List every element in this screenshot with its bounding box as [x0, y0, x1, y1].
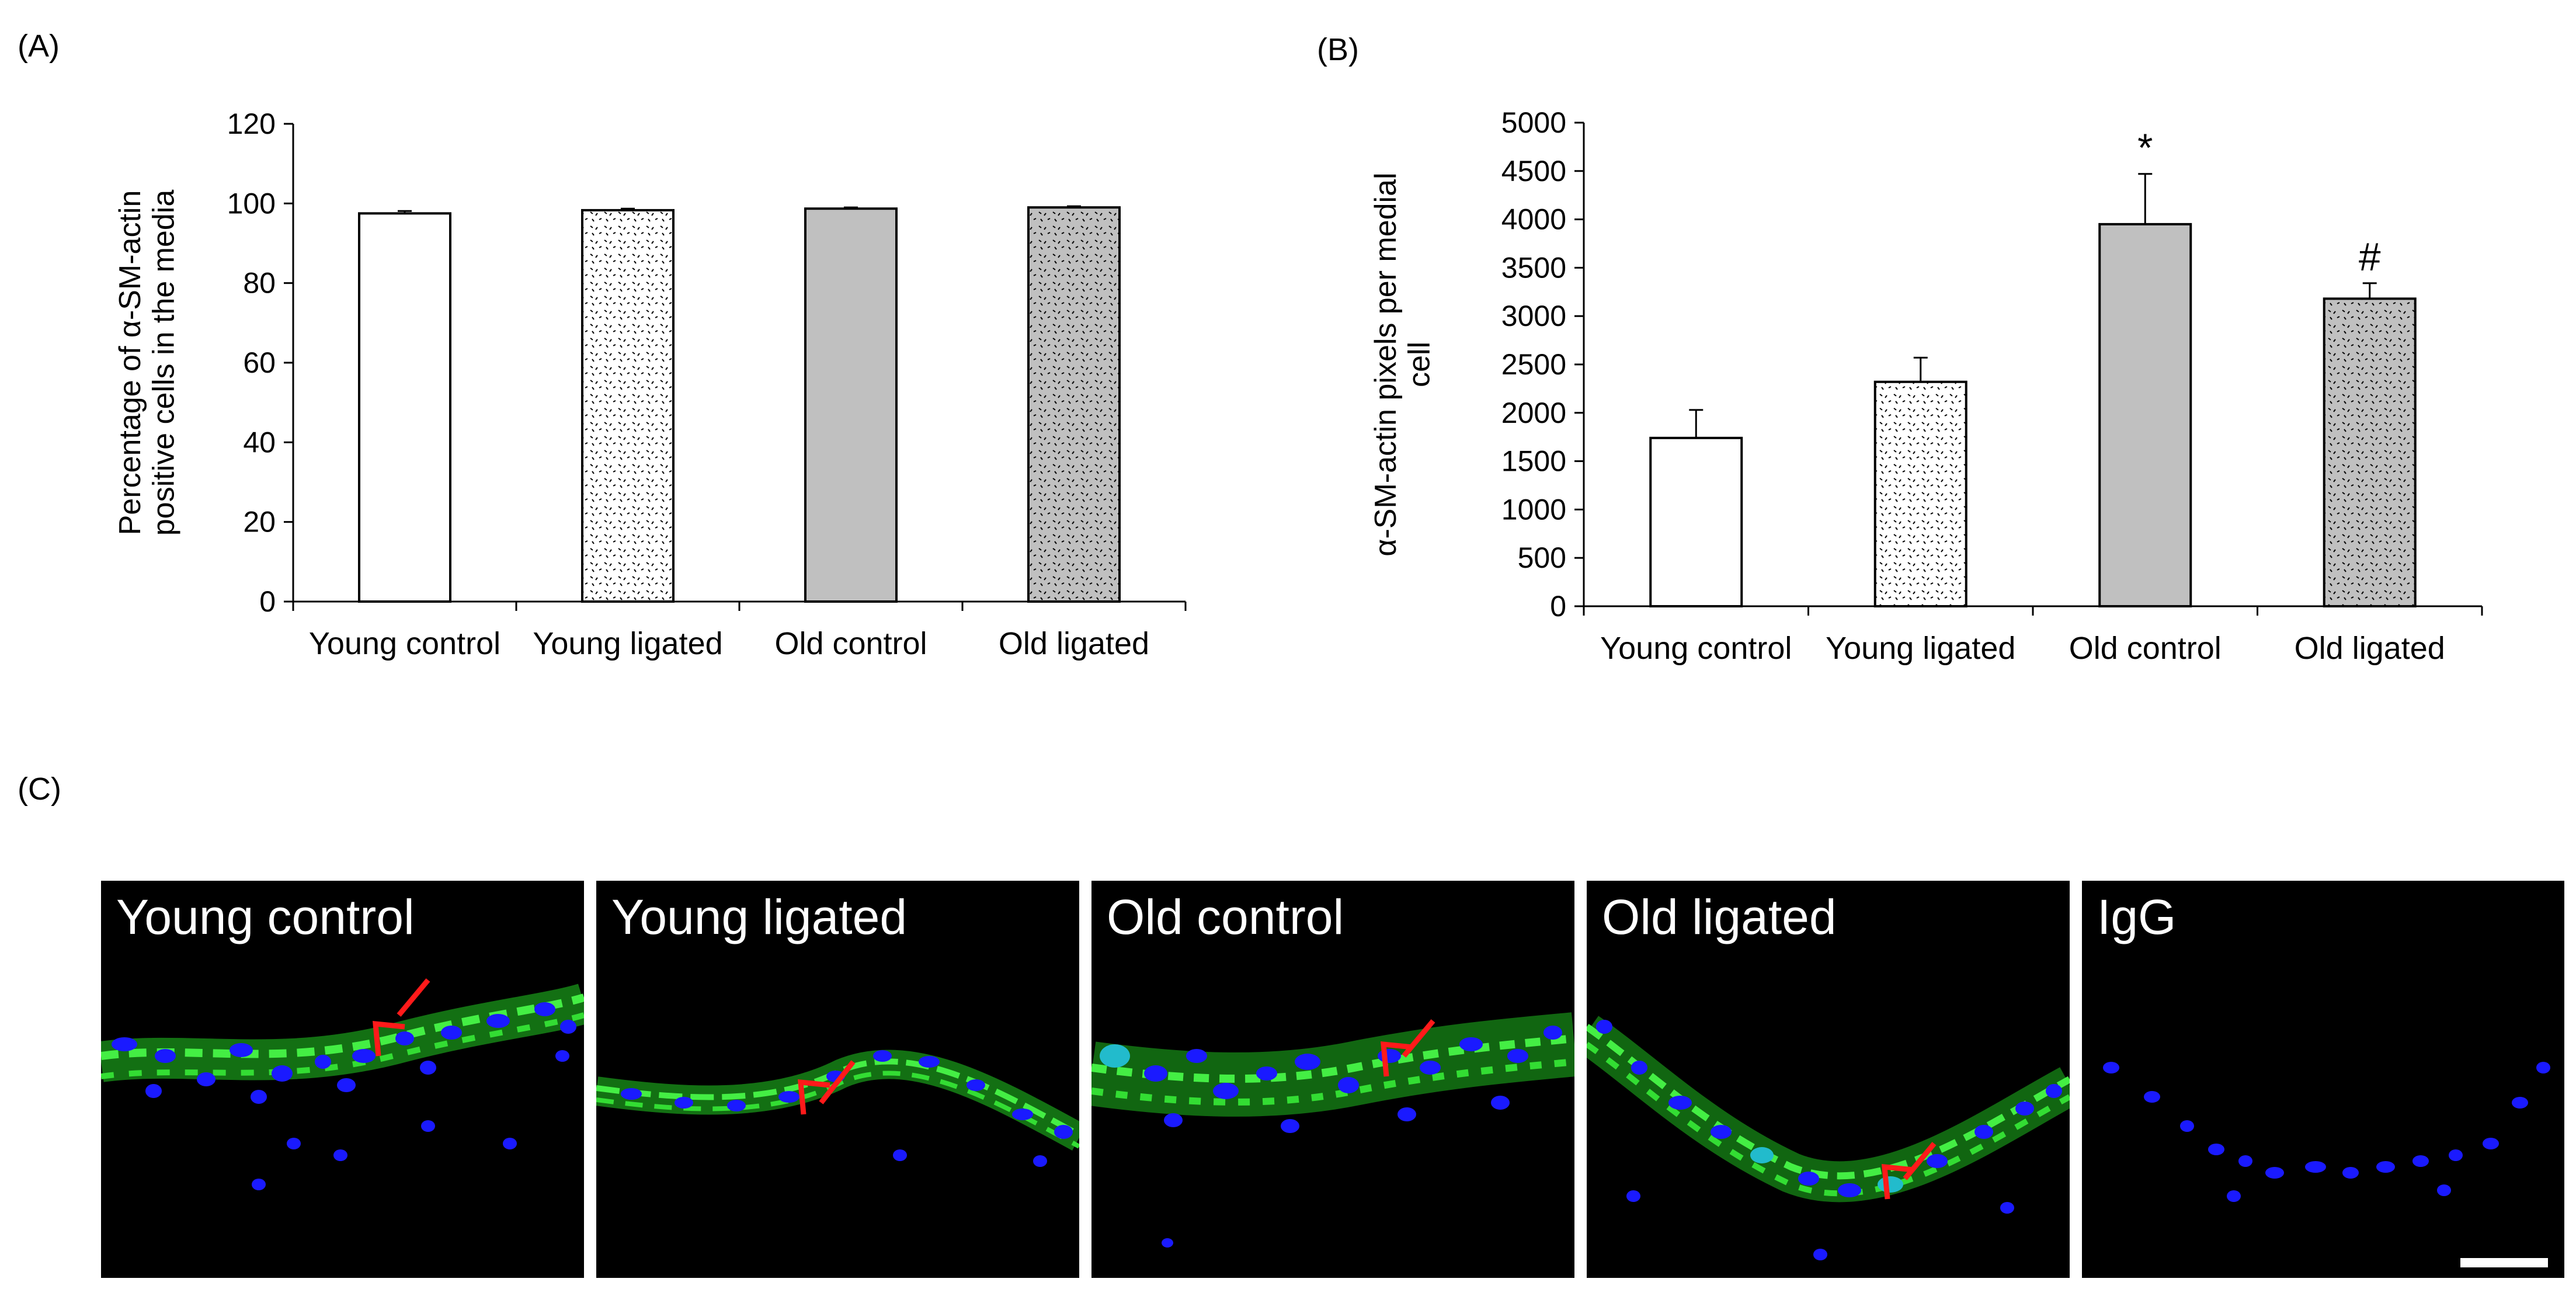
y-tick-label: 0 — [259, 585, 276, 618]
bar — [1649, 436, 1743, 608]
x-tick-label: Young ligated — [1826, 631, 2015, 666]
micrograph-old-control: Old control — [1091, 881, 1574, 1278]
y-tick-label: 120 — [227, 107, 276, 140]
bar — [1873, 380, 1967, 607]
significance-marker: * — [2137, 126, 2153, 170]
y-axis-label: cell — [1403, 342, 1437, 387]
y-tick-label: 4000 — [1501, 203, 1566, 236]
micrograph-row: Young control — [101, 881, 2564, 1278]
y-tick-label: 100 — [227, 187, 276, 220]
tissue-image — [1587, 1016, 2070, 1260]
scale-bar — [2460, 1258, 2548, 1267]
y-tick-label: 4500 — [1501, 155, 1566, 187]
micrograph-title: Young control — [116, 890, 415, 944]
x-tick-label: Old control — [2069, 631, 2222, 666]
y-tick-label: 1000 — [1501, 493, 1566, 526]
y-tick-label: 80 — [243, 267, 276, 300]
panel-label-a: (A) — [18, 29, 60, 64]
tissue-image — [596, 1050, 1079, 1167]
y-axis-label: Percentage of α-SM-actin — [113, 190, 147, 536]
x-tick-label: Young ligated — [533, 626, 722, 661]
micrograph-title: Old ligated — [1602, 890, 1837, 944]
panel-label-c: (C) — [18, 772, 61, 807]
x-tick-label: Old control — [774, 626, 927, 661]
x-tick-label: Old ligated — [999, 626, 1149, 661]
y-axis-label: positive cells in the media — [147, 190, 181, 536]
micrograph-title: Old control — [1107, 890, 1344, 944]
y-axis-label: α-SM-actin pixels per medial — [1369, 172, 1403, 556]
bar — [2323, 297, 2417, 607]
y-tick-label: 0 — [1550, 590, 1566, 623]
significance-marker: # — [2359, 235, 2381, 279]
y-tick-label: 5000 — [1501, 106, 1566, 139]
chart-a: 0 20 40 60 80 100 120 Young control Young ligate… — [113, 107, 1187, 661]
chart-b: 0 500 1000 1500 2000 2500 3000 3500 4000 4500 5000… — [1369, 106, 2483, 666]
micrograph-title: IgG — [2097, 890, 2177, 944]
y-tick-label: 2500 — [1501, 348, 1566, 381]
micrograph-young-control: Young control — [101, 881, 584, 1278]
y-tick-label: 1500 — [1501, 445, 1566, 478]
micrograph-old-ligated: Old ligated — [1587, 881, 2070, 1278]
panel-label-b: (B) — [1317, 32, 1359, 67]
micrograph-title: Young ligated — [611, 890, 908, 944]
y-tick-label: 40 — [243, 426, 276, 458]
y-tick-label: 3000 — [1501, 300, 1566, 332]
y-tick-label: 3500 — [1501, 251, 1566, 284]
y-tick-label: 2000 — [1501, 397, 1566, 429]
y-tick-label: 500 — [1518, 541, 1566, 574]
micrograph-young-ligated: Young ligated — [596, 881, 1079, 1278]
bar — [581, 209, 675, 603]
bar — [2098, 223, 2192, 607]
y-tick-label: 20 — [243, 506, 276, 538]
y-tick-label: 60 — [243, 346, 276, 379]
x-tick-label: Old ligated — [2295, 631, 2445, 666]
x-tick-label: Young control — [309, 626, 500, 661]
micrograph-igg: IgG — [2082, 881, 2564, 1278]
tissue-image — [2103, 1062, 2550, 1202]
tissue-image — [101, 978, 584, 1190]
x-tick-label: Young control — [1600, 631, 1792, 666]
tissue-image — [1091, 1012, 1574, 1248]
bar — [804, 207, 898, 603]
bar — [1027, 206, 1121, 603]
